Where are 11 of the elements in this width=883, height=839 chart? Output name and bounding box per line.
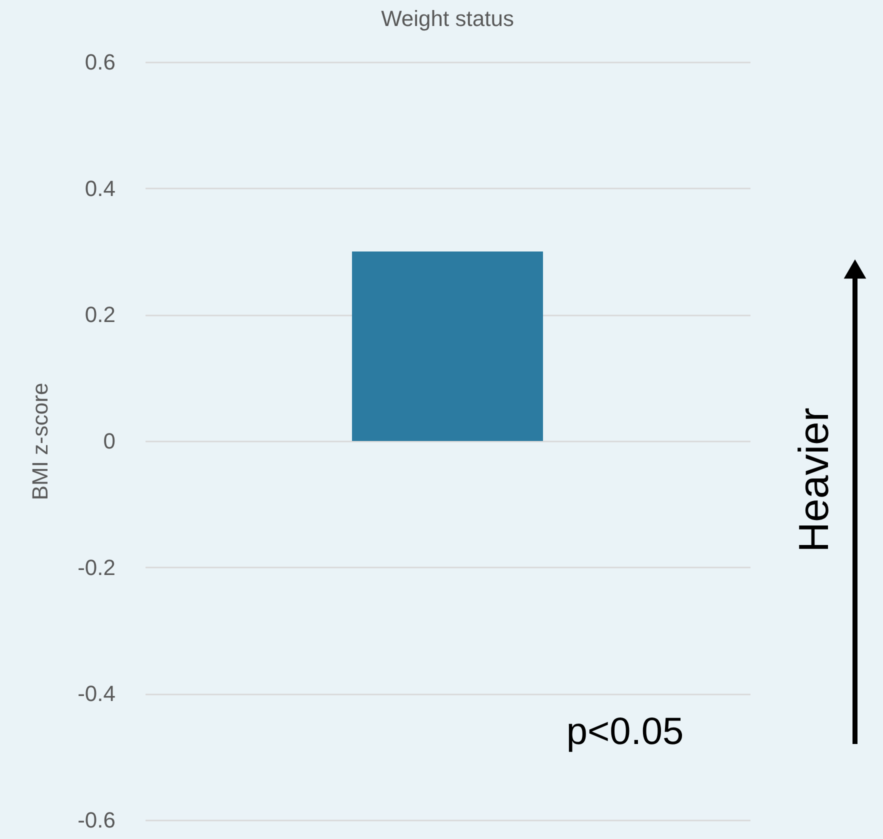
- y-axis-title: BMI z-score: [28, 382, 53, 500]
- y-tick-label: 0.6: [84, 50, 116, 74]
- y-tick-label: 0: [103, 428, 116, 454]
- text: Heavier: [790, 408, 837, 552]
- y-tick-label: 0.2: [84, 302, 116, 328]
- annotation: p<0.05: [566, 711, 684, 753]
- y-tick-label: -0.4: [78, 681, 116, 706]
- y-tick-label: -0.2: [78, 554, 116, 580]
- y-tick-label: 0.4: [84, 176, 116, 201]
- chart-title: Weight status: [381, 6, 514, 31]
- y-tick-label: -0.6: [78, 808, 116, 832]
